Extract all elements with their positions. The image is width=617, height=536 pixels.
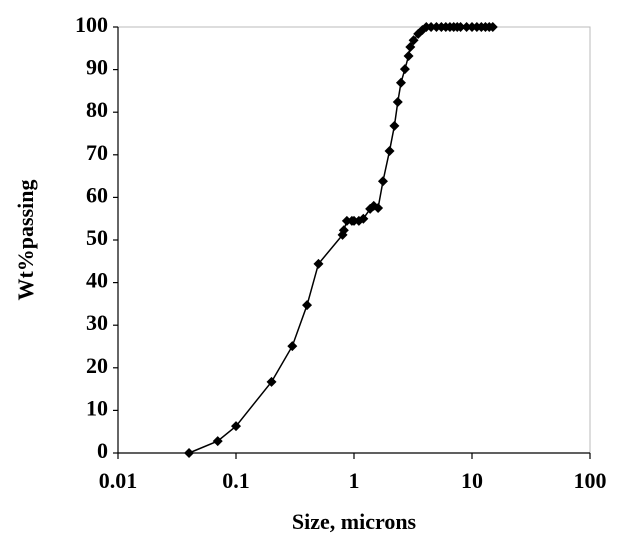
marker <box>413 28 424 39</box>
marker <box>461 22 472 32</box>
series-line <box>188 26 493 454</box>
marker <box>455 22 466 32</box>
x-tick-label: 100 <box>574 468 607 493</box>
y-tick-label: 10 <box>86 395 108 420</box>
marker <box>405 42 416 53</box>
marker <box>392 96 403 107</box>
y-tick-label: 0 <box>97 438 108 463</box>
marker <box>408 35 419 46</box>
marker <box>426 22 437 32</box>
y-tick-label: 100 <box>75 12 108 37</box>
y-axis-title: Wt%passing <box>13 179 38 300</box>
y-tick-label: 90 <box>86 55 108 80</box>
marker <box>287 341 298 352</box>
y-tick-label: 70 <box>86 140 108 165</box>
marker <box>403 50 414 61</box>
marker <box>399 64 410 75</box>
marker <box>487 22 498 32</box>
marker <box>389 120 400 131</box>
y-tick-label: 40 <box>86 268 108 293</box>
marker <box>395 77 406 88</box>
marker <box>266 376 277 387</box>
x-tick-label: 1 <box>349 468 360 493</box>
x-tick-label: 0.01 <box>99 468 138 493</box>
x-tick-label: 10 <box>461 468 483 493</box>
y-tick-label: 50 <box>86 225 108 250</box>
marker <box>373 203 384 214</box>
marker <box>212 436 223 447</box>
marker <box>341 215 352 226</box>
y-tick-label: 20 <box>86 353 108 378</box>
x-axis-title: Size, microns <box>292 509 417 534</box>
marker <box>377 176 388 187</box>
x-tick-label: 0.1 <box>222 468 250 493</box>
marker <box>184 448 195 458</box>
marker <box>338 225 349 236</box>
y-tick-label: 60 <box>86 182 108 207</box>
plot-frame <box>117 26 591 454</box>
marker <box>302 300 313 311</box>
marker <box>358 213 369 224</box>
y-tick-label: 80 <box>86 97 108 122</box>
marker <box>384 145 395 156</box>
marker <box>231 421 241 432</box>
y-tick-label: 30 <box>86 310 108 335</box>
marker <box>313 258 324 269</box>
